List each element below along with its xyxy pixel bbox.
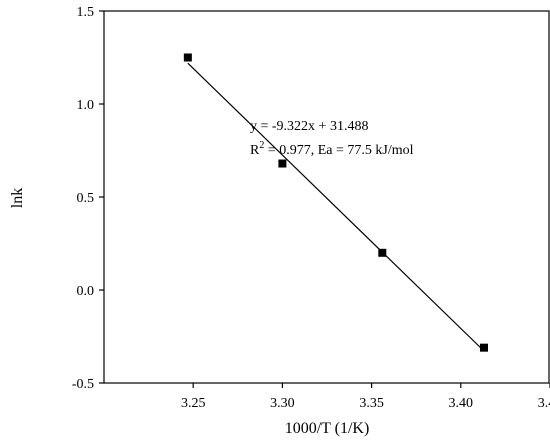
y-axis-title: lnk bbox=[9, 188, 26, 208]
r2-rest: = 0.977, Ea = 77.5 kJ/mol bbox=[264, 143, 413, 158]
equation-annotation: y = -9.322x + 31.488 bbox=[250, 119, 368, 134]
data-point bbox=[378, 248, 387, 257]
data-point bbox=[183, 53, 192, 62]
y-tick-label: 0.0 bbox=[77, 284, 95, 299]
r2-superscript: 2 bbox=[259, 140, 264, 151]
fit-line bbox=[187, 62, 485, 352]
x-axis-title: 1000/T (1/K) bbox=[285, 420, 370, 437]
data-points bbox=[183, 53, 488, 352]
y-axis-ticks: -0.5 0.0 0.5 1.0 1.5 bbox=[72, 5, 104, 392]
r2-annotation: R2 = 0.977, Ea = 77.5 kJ/mol bbox=[250, 140, 414, 158]
data-point bbox=[479, 343, 488, 352]
y-tick-label: -0.5 bbox=[72, 377, 94, 392]
x-tick-label: 3.30 bbox=[270, 396, 295, 411]
x-tick-label: 3.25 bbox=[181, 396, 206, 411]
x-tick-label: 3.45 bbox=[538, 396, 550, 411]
y-tick-label: 1.5 bbox=[77, 5, 95, 20]
data-point bbox=[278, 159, 287, 168]
y-tick-label: 0.5 bbox=[77, 191, 95, 206]
x-tick-label: 3.35 bbox=[359, 396, 384, 411]
fit-line-group bbox=[187, 62, 485, 352]
plot-area-border bbox=[103, 10, 550, 384]
x-axis-ticks: 3.25 3.30 3.35 3.40 3.45 bbox=[181, 383, 550, 411]
r2-prefix: R bbox=[250, 143, 260, 158]
plot-frame bbox=[103, 10, 550, 384]
y-tick-label: 1.0 bbox=[77, 98, 95, 113]
x-tick-label: 3.40 bbox=[449, 396, 474, 411]
